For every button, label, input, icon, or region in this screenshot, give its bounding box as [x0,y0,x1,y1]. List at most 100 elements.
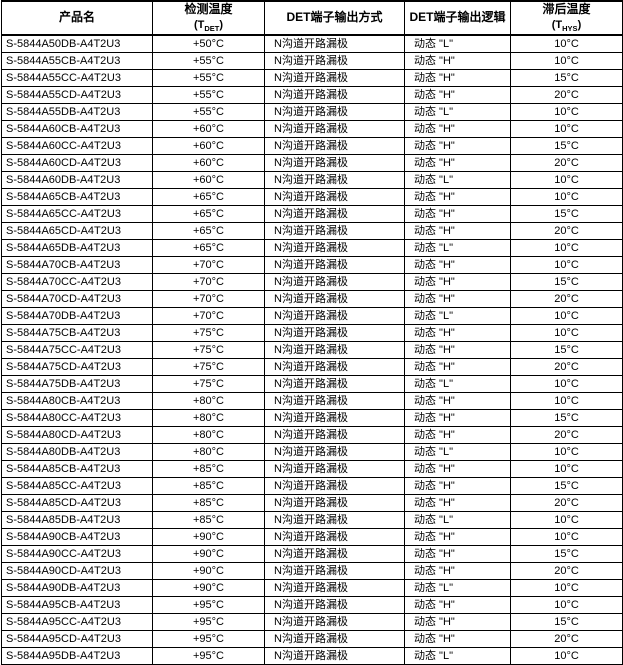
table-row: S-5844A65CC-A4T2U3 +65°C N沟道开路漏极 动态 "H" 15°C [1,205,623,223]
detection-temp-cell: +50°C [152,34,265,53]
output-logic-cell: 动态 "H" [404,86,511,104]
output-logic-cell: 动态 "H" [404,528,511,546]
output-type-cell: N沟道开路漏极 [264,630,405,648]
hysteresis-temp-cell: 10°C [510,460,623,478]
output-type-cell: N沟道开路漏极 [264,273,405,291]
table-row: S-5844A55CC-A4T2U3 +55°C N沟道开路漏极 动态 "H" 15°C [1,69,623,87]
output-type-cell: N沟道开路漏极 [264,222,405,240]
output-logic-cell: 动态 "H" [404,460,511,478]
output-type-cell: N沟道开路漏极 [264,596,405,614]
product-name-cell: S-5844A75CD-A4T2U3 [1,358,153,376]
table-row: S-5844A95CC-A4T2U3 +95°C N沟道开路漏极 动态 "H" 15°C [1,613,623,631]
output-logic-cell: 动态 "L" [404,375,511,393]
product-name-cell: S-5844A85CD-A4T2U3 [1,494,153,512]
output-type-cell: N沟道开路漏极 [264,239,405,257]
hysteresis-temp-cell: 10°C [510,443,623,461]
product-name-cell: S-5844A50DB-A4T2U3 [1,34,153,53]
output-type-cell: N沟道开路漏极 [264,392,405,410]
table-row: S-5844A75CB-A4T2U3 +75°C N沟道开路漏极 动态 "H" 10°C [1,324,623,342]
hysteresis-temp-cell: 15°C [510,409,623,427]
output-type-cell: N沟道开路漏极 [264,324,405,342]
output-logic-cell: 动态 "H" [404,630,511,648]
hysteresis-temp-cell: 20°C [510,426,623,444]
detection-temp-cell: +85°C [152,494,265,512]
table-row: S-5844A90CD-A4T2U3 +90°C N沟道开路漏极 动态 "H" 20°C [1,562,623,580]
hysteresis-temp-cell: 10°C [510,256,623,274]
output-logic-cell: 动态 "H" [404,222,511,240]
table-row: S-5844A80CC-A4T2U3 +80°C N沟道开路漏极 动态 "H" 15°C [1,409,623,427]
detection-temp-cell: +65°C [152,222,265,240]
output-logic-cell: 动态 "H" [404,477,511,495]
output-type-cell: N沟道开路漏极 [264,443,405,461]
product-name-cell: S-5844A55CC-A4T2U3 [1,69,153,87]
output-logic-cell: 动态 "H" [404,324,511,342]
hysteresis-temp-cell: 15°C [510,137,623,155]
table-row: S-5844A80CD-A4T2U3 +80°C N沟道开路漏极 动态 "H" 20°C [1,426,623,444]
output-type-cell: N沟道开路漏极 [264,137,405,155]
product-name-cell: S-5844A80CD-A4T2U3 [1,426,153,444]
hysteresis-temp-cell: 10°C [510,120,623,138]
detection-temp-cell: +70°C [152,307,265,325]
table-row: S-5844A85CC-A4T2U3 +85°C N沟道开路漏极 动态 "H" 15°C [1,477,623,495]
product-name-cell: S-5844A85DB-A4T2U3 [1,511,153,529]
output-logic-cell: 动态 "L" [404,307,511,325]
detection-temp-cell: +90°C [152,562,265,580]
table-row: S-5844A70DB-A4T2U3 +70°C N沟道开路漏极 动态 "L" 10°C [1,307,623,325]
column-header-symbol: (TDET) [193,18,224,34]
output-type-cell: N沟道开路漏极 [264,86,405,104]
output-type-cell: N沟道开路漏极 [264,545,405,563]
output-logic-cell: 动态 "H" [404,290,511,308]
hysteresis-temp-cell: 15°C [510,477,623,495]
output-logic-cell: 动态 "H" [404,358,511,376]
column-header-title: DET端子输出逻辑 [409,10,506,25]
product-name-cell: S-5844A85CC-A4T2U3 [1,477,153,495]
detection-temp-cell: +65°C [152,188,265,206]
product-name-cell: S-5844A80CC-A4T2U3 [1,409,153,427]
table-row: S-5844A80DB-A4T2U3 +80°C N沟道开路漏极 动态 "L" 10°C [1,443,623,461]
product-name-cell: S-5844A90CD-A4T2U3 [1,562,153,580]
hysteresis-temp-cell: 20°C [510,358,623,376]
table-row: S-5844A85DB-A4T2U3 +85°C N沟道开路漏极 动态 "L" 10°C [1,511,623,529]
detection-temp-cell: +75°C [152,375,265,393]
product-name-cell: S-5844A70CC-A4T2U3 [1,273,153,291]
hysteresis-temp-cell: 10°C [510,596,623,614]
product-name-cell: S-5844A75CC-A4T2U3 [1,341,153,359]
output-logic-cell: 动态 "H" [404,120,511,138]
table-row: S-5844A95CB-A4T2U3 +95°C N沟道开路漏极 动态 "H" 10°C [1,596,623,614]
output-type-cell: N沟道开路漏极 [264,256,405,274]
table-row: S-5844A90DB-A4T2U3 +90°C N沟道开路漏极 动态 "L" 10°C [1,579,623,597]
output-type-cell: N沟道开路漏极 [264,494,405,512]
detection-temp-cell: +70°C [152,290,265,308]
output-logic-cell: 动态 "L" [404,647,511,665]
output-type-cell: N沟道开路漏极 [264,647,405,665]
hysteresis-temp-cell: 20°C [510,494,623,512]
hysteresis-temp-cell: 20°C [510,562,623,580]
table-row: S-5844A75DB-A4T2U3 +75°C N沟道开路漏极 动态 "L" 10°C [1,375,623,393]
output-type-cell: N沟道开路漏极 [264,188,405,206]
detection-temp-cell: +60°C [152,137,265,155]
output-type-cell: N沟道开路漏极 [264,511,405,529]
output-type-cell: N沟道开路漏极 [264,613,405,631]
column-header-det-output-type: DET端子输出方式 [264,0,405,36]
hysteresis-temp-cell: 10°C [510,52,623,70]
hysteresis-temp-cell: 10°C [510,647,623,665]
table-row: S-5844A75CC-A4T2U3 +75°C N沟道开路漏极 动态 "H" 15°C [1,341,623,359]
detection-temp-cell: +60°C [152,154,265,172]
output-type-cell: N沟道开路漏极 [264,120,405,138]
output-logic-cell: 动态 "L" [404,443,511,461]
output-type-cell: N沟道开路漏极 [264,358,405,376]
output-logic-cell: 动态 "H" [404,69,511,87]
table-row: S-5844A55DB-A4T2U3 +55°C N沟道开路漏极 动态 "L" 10°C [1,103,623,121]
column-header-title: 检测温度 [184,2,233,17]
output-logic-cell: 动态 "H" [404,205,511,223]
product-name-cell: S-5844A65CC-A4T2U3 [1,205,153,223]
detection-temp-cell: +75°C [152,341,265,359]
detection-temp-cell: +65°C [152,205,265,223]
output-logic-cell: 动态 "H" [404,409,511,427]
hysteresis-temp-cell: 10°C [510,171,623,189]
product-name-cell: S-5844A90CC-A4T2U3 [1,545,153,563]
detection-temp-cell: +95°C [152,630,265,648]
hysteresis-temp-cell: 20°C [510,630,623,648]
